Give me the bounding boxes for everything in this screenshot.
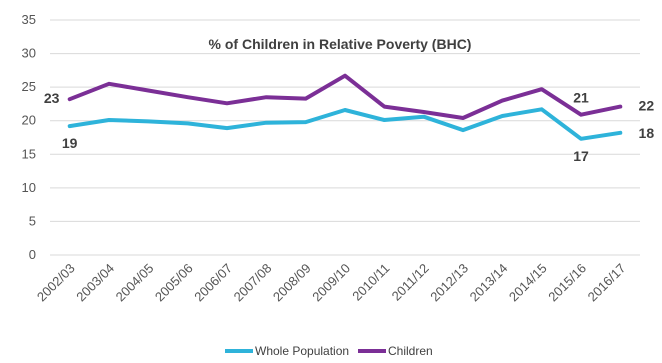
y-tick-label: 35	[22, 12, 36, 27]
x-tick-label: 2007/08	[231, 261, 275, 305]
chart-title: % of Children in Relative Poverty (BHC)	[209, 36, 472, 52]
y-tick-label: 5	[29, 213, 36, 228]
series-line-0	[67, 107, 623, 141]
x-tick-label: 2002/03	[34, 261, 78, 305]
x-tick-label: 2010/11	[349, 261, 392, 304]
y-tick-label: 25	[22, 79, 36, 94]
legend-label: Children	[388, 344, 433, 358]
x-tick-label: 2014/15	[506, 261, 550, 305]
x-tick-label: 2016/17	[585, 261, 629, 305]
x-axis: 2002/032003/042004/052005/062006/072007/…	[34, 261, 629, 305]
y-tick-label: 30	[22, 46, 36, 61]
x-tick-label: 2008/09	[270, 261, 314, 305]
legend-label: Whole Population	[255, 344, 349, 358]
y-axis: 0 5 10 15 20 25 30 35	[22, 12, 36, 262]
x-tick-label: 2009/10	[309, 261, 353, 305]
y-tick-label: 20	[22, 113, 36, 128]
series-lines	[67, 73, 623, 141]
legend: Whole Population Children	[225, 344, 433, 358]
y-tick-label: 0	[29, 247, 36, 262]
data-label: 22	[639, 98, 655, 114]
x-tick-label: 2013/14	[467, 261, 511, 305]
data-label: 18	[639, 125, 655, 141]
x-tick-label: 2012/13	[427, 261, 471, 305]
x-tick-label: 2005/06	[152, 261, 196, 305]
x-tick-label: 2004/05	[113, 261, 157, 305]
data-label: 23	[44, 90, 60, 106]
data-label: 19	[62, 135, 78, 151]
data-label: 21	[573, 90, 589, 106]
x-tick-label: 2006/07	[191, 261, 235, 305]
y-tick-label: 15	[22, 146, 36, 161]
data-label: 17	[573, 148, 589, 164]
x-tick-label: 2011/12	[389, 261, 432, 304]
gridlines	[50, 19, 640, 256]
series-line-1	[67, 73, 623, 120]
y-tick-label: 10	[22, 180, 36, 195]
x-tick-label: 2003/04	[73, 261, 117, 305]
data-labels: 19 17 18 23 21 22	[44, 90, 654, 164]
x-tick-label: 2015/16	[545, 261, 589, 305]
